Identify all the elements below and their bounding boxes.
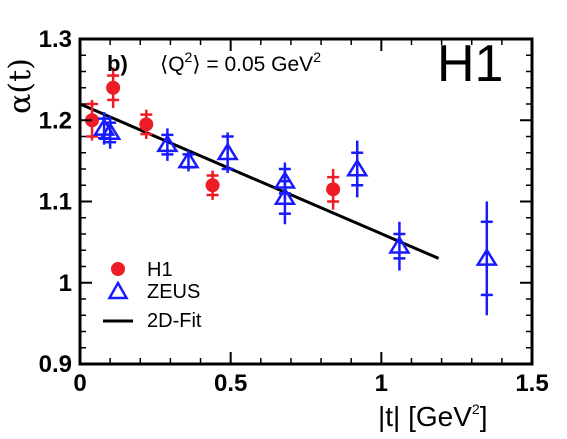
y-tick-label: 1.2 — [39, 107, 72, 134]
y-tick-label: 1 — [59, 270, 72, 297]
data-point-h1 — [326, 182, 341, 197]
x-tick-label: 1 — [375, 370, 388, 397]
data-point-h1 — [106, 80, 121, 95]
legend-label-h1: H1 — [147, 259, 173, 281]
data-point-zeus — [156, 133, 179, 153]
condition-label: ⟨Q2⟩ = 0.05 GeV2 — [160, 49, 321, 76]
data-point-zeus — [345, 158, 369, 177]
data-point-h1 — [205, 178, 220, 193]
data-point-zeus — [475, 247, 499, 266]
data-point-zeus — [177, 150, 200, 169]
data-point-zeus — [98, 121, 122, 140]
x-tick-label: 0.5 — [214, 370, 247, 397]
experiment-label: H1 — [437, 35, 503, 93]
legend-marker-h1 — [111, 262, 125, 276]
data-point-zeus — [388, 235, 411, 254]
y-tick-label: 1.3 — [39, 26, 72, 53]
x-tick-label: 1.5 — [515, 370, 548, 397]
data-point-h1 — [139, 117, 154, 132]
legend-label-zeus: ZEUS — [147, 281, 200, 303]
legend-label-fit: 2D-Fit — [147, 310, 202, 332]
data-point-zeus — [273, 186, 297, 205]
y-tick-label: 0.9 — [39, 351, 72, 378]
legend: H1 ZEUS 2D-Fit — [103, 259, 202, 332]
y-axis-title: α(t) — [3, 58, 38, 114]
y-tick-label: 1.1 — [39, 189, 72, 216]
data-point-zeus — [216, 141, 239, 161]
data-point-h1 — [85, 113, 100, 128]
fit-line — [79, 102, 440, 260]
panel-label: b) — [107, 51, 128, 76]
x-tick-label: 0 — [73, 370, 86, 397]
legend-marker-zeus — [107, 280, 129, 300]
x-axis-title: |t| [GeV2] — [378, 401, 488, 432]
